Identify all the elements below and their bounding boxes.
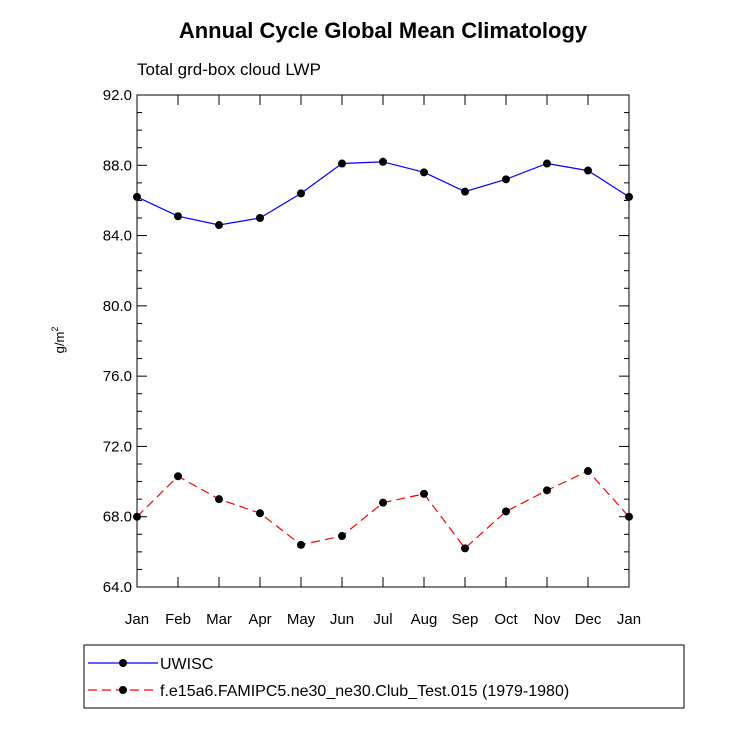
svg-text:g/m2: g/m2 bbox=[50, 327, 67, 354]
axis-ticks bbox=[136, 94, 630, 588]
x-tick-label: Jan bbox=[125, 611, 149, 628]
series-2-point bbox=[584, 467, 592, 476]
x-tick-label: Jun bbox=[330, 611, 354, 628]
series-1-point bbox=[461, 187, 469, 196]
plot-frame bbox=[136, 94, 630, 588]
y-axis-label: g/m2 bbox=[50, 327, 67, 354]
series-1-point bbox=[379, 157, 387, 166]
y-axis-label-text: g/m bbox=[52, 332, 67, 354]
series-1-point bbox=[338, 159, 346, 168]
series-1-point bbox=[543, 159, 551, 168]
x-tick-label: Jan bbox=[617, 611, 641, 628]
series-2-point bbox=[543, 486, 551, 495]
series-2-point bbox=[174, 472, 182, 481]
x-tick-label: Oct bbox=[494, 611, 518, 628]
legend-marker-2 bbox=[119, 686, 127, 694]
series-2-point bbox=[338, 532, 346, 541]
x-tick-label: Apr bbox=[248, 611, 271, 628]
series-2-point bbox=[297, 540, 305, 549]
series-2-point bbox=[256, 509, 264, 518]
chart-subtitle: Total grd-box cloud LWP bbox=[137, 60, 321, 79]
legend-label-1: UWISC bbox=[160, 656, 213, 673]
x-tick-label: May bbox=[287, 611, 316, 628]
series-2-point bbox=[215, 495, 223, 504]
chart-title: Annual Cycle Global Mean Climatology bbox=[179, 18, 588, 43]
series-2-point bbox=[502, 507, 510, 516]
series-1-point bbox=[174, 212, 182, 221]
series-2-point bbox=[379, 498, 387, 507]
y-tick-label: 92.0 bbox=[103, 87, 132, 104]
y-tick-label: 64.0 bbox=[103, 579, 132, 596]
series-line-2 bbox=[136, 470, 630, 550]
x-tick-label: Mar bbox=[206, 611, 232, 628]
series-1-point bbox=[215, 221, 223, 230]
x-tick-label: Aug bbox=[411, 611, 438, 628]
legend-marker-1 bbox=[119, 659, 127, 667]
x-tick-label: Sep bbox=[452, 611, 479, 628]
y-axis-label-sup: 2 bbox=[50, 327, 60, 332]
series-1-point bbox=[297, 189, 305, 198]
x-tick-label: Feb bbox=[165, 611, 191, 628]
series-1-point bbox=[625, 192, 633, 201]
y-tick-labels: 64.0 68.0 72.0 76.0 80.0 84.0 88.0 92.0 bbox=[103, 87, 132, 596]
series-1-point bbox=[420, 168, 428, 177]
series-line-1 bbox=[136, 161, 630, 226]
series-1-point bbox=[256, 214, 264, 222]
y-tick-label: 80.0 bbox=[103, 298, 132, 315]
y-tick-label: 68.0 bbox=[103, 509, 132, 526]
series-2-point bbox=[625, 512, 633, 521]
series-1-point bbox=[133, 192, 141, 201]
legend-label-2: f.e15a6.FAMIPC5.ne30_ne30.Club_Test.015 … bbox=[160, 683, 569, 700]
y-tick-label: 88.0 bbox=[103, 157, 132, 174]
x-tick-labels: Jan Feb Mar Apr May Jun Jul Aug Sep Oct Nov Dec Jan bbox=[125, 611, 641, 628]
series-layer bbox=[133, 157, 633, 553]
legend: UWISC f.e15a6.FAMIPC5.ne30_ne30.Club_Test… bbox=[88, 656, 569, 700]
y-tick-label: 72.0 bbox=[103, 438, 132, 455]
y-tick-label: 84.0 bbox=[103, 228, 132, 245]
legend-box bbox=[83, 644, 685, 709]
series-2-point bbox=[133, 512, 141, 521]
x-tick-label: Nov bbox=[534, 611, 561, 628]
x-tick-label: Dec bbox=[575, 611, 602, 628]
series-1-point bbox=[502, 175, 510, 184]
series-2-point bbox=[461, 544, 469, 553]
series-1-point bbox=[584, 166, 592, 175]
series-2-point bbox=[420, 489, 428, 498]
y-tick-label: 76.0 bbox=[103, 368, 132, 385]
x-tick-label: Jul bbox=[373, 611, 392, 628]
